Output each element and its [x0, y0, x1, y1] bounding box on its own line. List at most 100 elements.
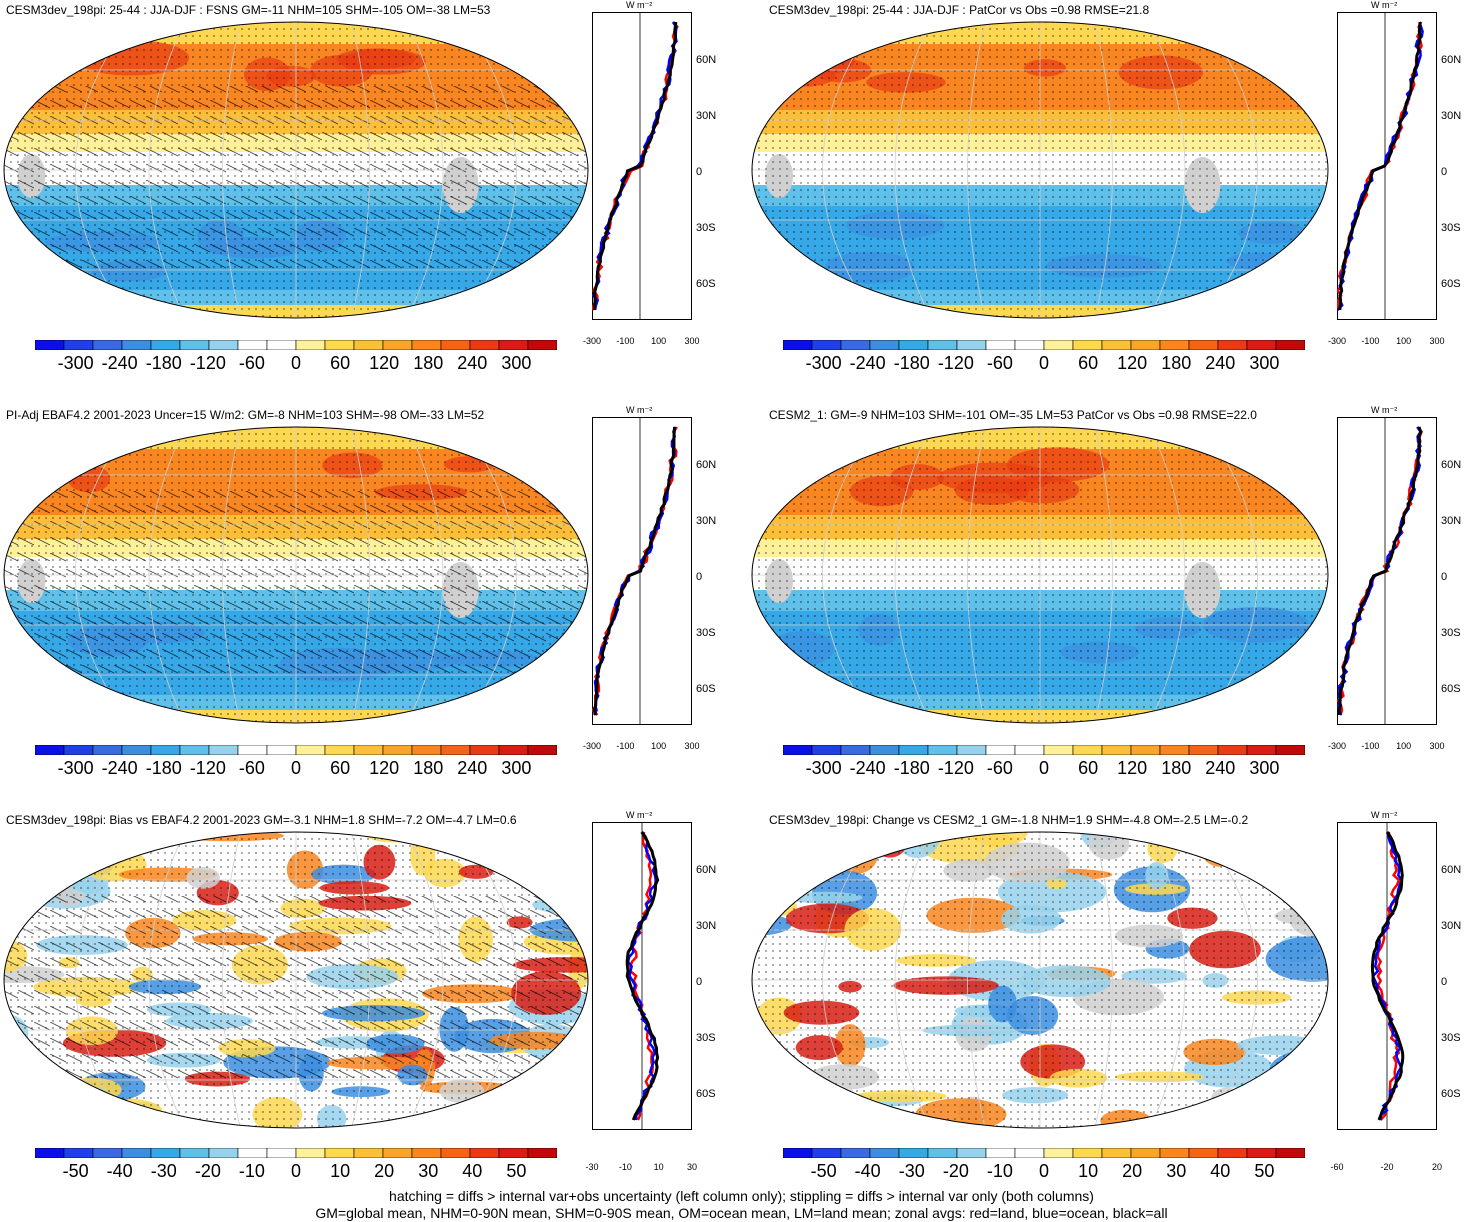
colorbar-swatch [237, 745, 268, 755]
colorbar-tick-label: 0 [1038, 1161, 1050, 1181]
colorbar-swatch [898, 1148, 929, 1158]
zonal-line-land [629, 831, 655, 1121]
colorbar-tick-label: 180 [1161, 758, 1192, 778]
zonal-mean-plot [592, 12, 692, 320]
colorbar-swatch [208, 1148, 239, 1158]
zonal-line-ocean [592, 426, 677, 716]
zonal-mean-plot [1337, 417, 1437, 725]
zonal-x-tick-label: -300 [1327, 741, 1347, 751]
zonal-mean-plot [1337, 12, 1437, 320]
colorbar-tick-label: -60 [986, 758, 1013, 778]
panel-middle-left: PI-Adj EBAF4.2 2001-2023 Uncer=15 W/m2: … [0, 405, 740, 805]
colorbar-tick-label: -60 [986, 353, 1013, 373]
colorbar-tick-label: 0 [290, 353, 302, 373]
colorbar-swatch [1246, 340, 1277, 350]
colorbar-swatch [150, 745, 181, 755]
colorbar-swatch [985, 1148, 1016, 1158]
colorbar-swatch [63, 745, 94, 755]
colorbar-swatch [121, 745, 152, 755]
colorbar-tick-label: -40 [854, 1161, 881, 1181]
zonal-y-tick-label: 30N [1441, 920, 1462, 932]
zonal-y-tick-label: 0 [696, 166, 703, 178]
zonal-y-tick-label: 0 [1441, 166, 1448, 178]
colorbar [783, 1148, 1305, 1158]
colorbar-tick-label: -40 [106, 1161, 133, 1181]
colorbar-tick-label: 180 [413, 353, 444, 373]
zonal-x-tick-label: 300 [1429, 741, 1445, 751]
colorbar-tick-label: -30 [150, 1161, 177, 1181]
colorbar-swatch [1072, 340, 1103, 350]
zonal-y-tick-label: 30N [696, 515, 717, 527]
panel-title: CESM3dev_198pi: 25-44 : JJA-DJF : FSNS G… [6, 3, 491, 17]
colorbar-tick-label: -50 [62, 1161, 89, 1181]
colorbar-swatch [527, 1148, 557, 1158]
colorbar-swatch [811, 340, 842, 350]
zonal-x-tick-label: 100 [1396, 336, 1412, 346]
colorbar-swatch [382, 1148, 413, 1158]
zonal-line-all [592, 21, 678, 311]
colorbar-swatch [179, 745, 210, 755]
map [3, 831, 589, 1129]
colorbar-swatch [121, 1148, 152, 1158]
colorbar-tick-label: 0 [290, 1161, 302, 1181]
colorbar-tick-label: -180 [145, 353, 182, 373]
colorbar-tick-label: -300 [805, 353, 842, 373]
colorbar-swatch [150, 340, 181, 350]
colorbar-tick-label: 120 [369, 758, 400, 778]
zonal-x-tick-label: -100 [1361, 336, 1380, 346]
zonal-line-land [592, 426, 678, 716]
colorbar-tick-label: 240 [457, 758, 488, 778]
colorbar-swatch [1130, 1148, 1161, 1158]
zonal-y-tick-label: 0 [696, 976, 703, 988]
colorbar-tick-label: 300 [1249, 353, 1280, 373]
colorbar-swatch [353, 1148, 384, 1158]
colorbar-swatch [469, 340, 500, 350]
zonal-y-tick-label: 30S [1441, 1032, 1461, 1044]
colorbar-tick-label: 60 [1078, 758, 1099, 778]
panel-title: CESM3dev_198pi: Bias vs EBAF4.2 2001-202… [6, 813, 517, 827]
zonal-y-tick-label: 30N [1441, 110, 1462, 122]
colorbar-swatch [324, 340, 355, 350]
panel-bottom-right: CESM3dev_198pi: Change vs CESM2_1 GM=-1.… [745, 810, 1483, 1190]
colorbar-swatch [1101, 340, 1132, 350]
colorbar-swatch [295, 745, 326, 755]
zonal-x-tick-label: 100 [1396, 741, 1412, 751]
zonal-mean-plot [592, 822, 692, 1130]
zonal-mean-plot [592, 417, 692, 725]
colorbar-swatch [295, 1148, 326, 1158]
colorbar-swatch [783, 745, 813, 755]
colorbar-tick-label: -120 [937, 353, 974, 373]
colorbar-tick-label: -300 [57, 758, 94, 778]
zonal-y-tick-label: 30N [1441, 515, 1462, 527]
colorbar-swatch [237, 1148, 268, 1158]
colorbar-swatch [440, 745, 471, 755]
colorbar-swatch [1072, 745, 1103, 755]
colorbar-swatch [527, 745, 557, 755]
zonal-x-tick-label: 20 [1431, 1162, 1443, 1172]
colorbar-tick-label: 180 [413, 758, 444, 778]
panel-title: CESM2_1: GM=-9 NHM=103 SHM=-101 OM=-35 L… [769, 408, 1257, 422]
zonal-line-ocean [626, 831, 657, 1121]
colorbar-swatch [1130, 340, 1161, 350]
colorbar-tick-label: 10 [330, 1161, 351, 1181]
colorbar-tick-label: 0 [1038, 758, 1050, 778]
colorbar-tick-label: -240 [849, 353, 886, 373]
colorbar-swatch [1246, 1148, 1277, 1158]
zonal-y-tick-label: 30S [1441, 222, 1461, 234]
colorbar-swatch [985, 745, 1016, 755]
colorbar-swatch [869, 1148, 900, 1158]
colorbar-swatch [840, 340, 871, 350]
map [751, 426, 1329, 724]
colorbar-swatch [1101, 1148, 1132, 1158]
zonal-x-tick-label: 300 [684, 741, 700, 751]
colorbar-tick-label: 120 [1117, 353, 1148, 373]
colorbar-tick-label: 240 [457, 353, 488, 373]
zonal-line-ocean [1337, 21, 1424, 311]
zonal-x-tick-label: -300 [582, 741, 602, 751]
colorbar-tick-label: 60 [330, 758, 351, 778]
colorbar-tick-label: -20 [194, 1161, 221, 1181]
colorbar-tick-label: 50 [1254, 1161, 1275, 1181]
zonal-y-tick-label: 0 [696, 571, 703, 583]
colorbar-tick-label: -240 [101, 758, 138, 778]
zonal-y-tick-label: 60S [1441, 278, 1461, 290]
